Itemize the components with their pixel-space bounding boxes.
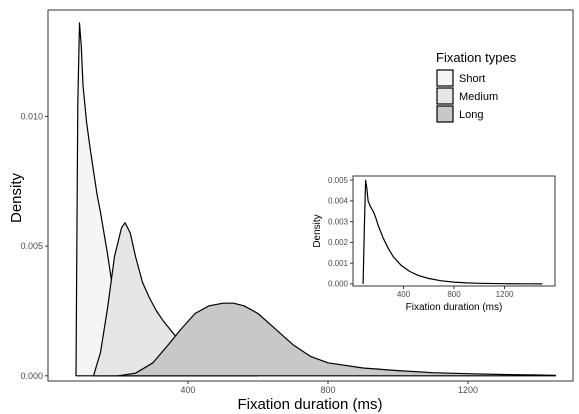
inset-y-axis-label: Density bbox=[312, 214, 323, 247]
inset-y-tick-label: 0.005 bbox=[328, 176, 349, 185]
main-y-tick-label: 0.010 bbox=[20, 112, 43, 122]
inset-x-tick-label: 800 bbox=[447, 290, 461, 299]
legend-label-short: Short bbox=[459, 73, 485, 85]
inset-y-tick-label: 0.004 bbox=[328, 197, 349, 206]
main-x-axis-label: Fixation duration (ms) bbox=[237, 396, 382, 413]
inset-density-curve bbox=[362, 179, 543, 285]
main-y-tick-label: 0.005 bbox=[20, 241, 43, 251]
inset-y-tick-label: 0.002 bbox=[328, 238, 349, 247]
inset-y-tick-label: 0.001 bbox=[328, 259, 349, 268]
legend-key-short bbox=[436, 69, 454, 87]
inset-x-tick-label: 1200 bbox=[496, 290, 514, 299]
legend: Fixation types Short Medium Long bbox=[436, 50, 517, 123]
inset-x-axis-label: Fixation duration (ms) bbox=[406, 302, 503, 313]
main-y-axis-ticks: 0.000 0.005 0.010 bbox=[20, 112, 48, 381]
inset-density-line bbox=[362, 179, 543, 285]
main-density-areas bbox=[75, 22, 557, 377]
inset-chart: 0.000 0.001 0.002 0.003 0.004 0.005 400 800 120… bbox=[312, 175, 556, 313]
inset-x-axis-ticks: 400 800 1200 bbox=[397, 286, 514, 299]
legend-label-medium: Medium bbox=[459, 91, 498, 103]
main-x-tick-label: 400 bbox=[180, 385, 195, 395]
main-x-tick-label: 1200 bbox=[458, 385, 478, 395]
legend-label-long: Long bbox=[459, 109, 483, 121]
main-y-axis-label: Density bbox=[8, 172, 25, 223]
inset-plot-panel bbox=[352, 175, 556, 287]
inset-y-tick-label: 0.003 bbox=[328, 217, 349, 226]
main-x-tick-label: 800 bbox=[320, 385, 335, 395]
legend-keys: Short Medium Long bbox=[436, 69, 498, 123]
legend-key-medium bbox=[436, 87, 454, 105]
legend-key-long bbox=[436, 105, 454, 123]
inset-y-tick-label: 0.000 bbox=[328, 280, 349, 289]
main-x-axis-ticks: 400 800 1200 bbox=[180, 381, 478, 395]
inset-x-tick-label: 400 bbox=[397, 290, 411, 299]
main-y-tick-label: 0.000 bbox=[20, 371, 43, 381]
density-area-long bbox=[117, 302, 557, 377]
inset-y-axis-ticks: 0.000 0.001 0.002 0.003 0.004 0.005 bbox=[328, 176, 353, 289]
legend-title: Fixation types bbox=[436, 50, 517, 65]
